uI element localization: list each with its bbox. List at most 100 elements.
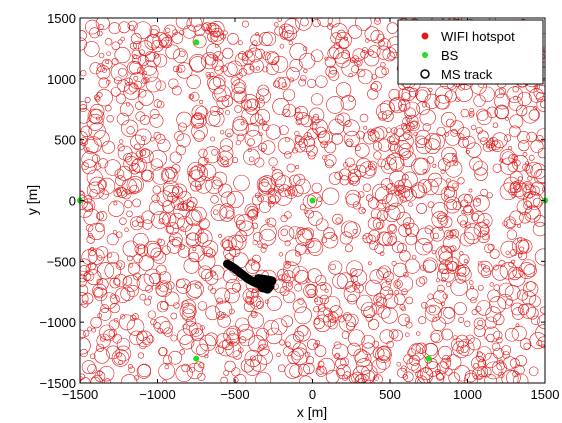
wifi-hotspot-marker — [258, 175, 276, 193]
wifi-hotspot-marker — [333, 353, 340, 359]
wifi-hotspot-marker — [149, 200, 165, 216]
wifi-hotspot-marker — [204, 332, 219, 347]
wifi-hotspot-marker — [328, 118, 345, 135]
wifi-hotspot-marker — [471, 212, 480, 221]
wifi-hotspot-marker — [493, 284, 501, 291]
wifi-hotspot-marker — [346, 321, 355, 331]
wifi-hotspot-marker — [516, 199, 533, 215]
wifi-hotspot-marker — [519, 211, 531, 224]
wifi-hotspot-marker — [206, 74, 212, 80]
wifi-hotspot-marker — [193, 130, 205, 142]
wifi-hotspot-marker — [194, 329, 200, 334]
wifi-hotspot-marker — [96, 116, 100, 121]
wifi-hotspot-marker — [126, 176, 144, 194]
wifi-hotspot-marker — [389, 143, 400, 154]
wifi-hotspot-marker — [372, 374, 383, 383]
wifi-hotspot-marker — [257, 343, 270, 356]
wifi-hotspot-marker — [411, 363, 422, 373]
wifi-hotspot-marker — [340, 220, 358, 238]
wifi-hotspot-marker — [188, 53, 207, 72]
wifi-hotspot-marker — [324, 56, 336, 68]
wifi-hotspot-marker — [477, 284, 484, 291]
wifi-hotspot-marker — [380, 61, 386, 68]
wifi-hotspot-marker — [265, 124, 281, 140]
wifi-hotspot-marker — [502, 351, 510, 359]
wifi-hotspot-marker — [255, 32, 259, 37]
wifi-hotspot-marker — [477, 130, 489, 142]
wifi-hotspot-marker — [382, 47, 397, 62]
wifi-hotspot-marker — [335, 217, 342, 224]
wifi-hotspot-marker — [361, 334, 375, 349]
wifi-hotspot-marker — [282, 279, 294, 291]
wifi-hotspot-marker — [526, 131, 537, 143]
wifi-hotspot-marker — [428, 305, 436, 314]
wifi-hotspot-marker — [396, 243, 408, 254]
wifi-hotspot-marker — [230, 76, 240, 86]
wifi-hotspot-marker — [222, 30, 228, 36]
wifi-hotspot-marker — [204, 157, 210, 163]
wifi-hotspot-marker — [516, 289, 529, 301]
wifi-hotspot-marker — [157, 138, 171, 152]
wifi-hotspot-marker — [147, 310, 157, 319]
wifi-hotspot-marker — [247, 47, 262, 63]
wifi-hotspot-marker — [315, 282, 333, 300]
wifi-hotspot-marker — [210, 195, 219, 204]
wifi-hotspot-marker — [88, 248, 105, 265]
wifi-hotspot-marker — [443, 194, 449, 200]
wifi-hotspot-marker — [469, 157, 483, 171]
wifi-hotspot-marker — [164, 364, 170, 370]
wifi-hotspot-marker — [251, 195, 263, 206]
wifi-hotspot-marker — [436, 212, 447, 223]
wifi-hotspot-marker — [222, 160, 229, 167]
wifi-hotspot-marker — [324, 141, 337, 154]
wifi-hotspot-marker — [165, 225, 174, 234]
wifi-hotspot-marker — [145, 76, 162, 93]
wifi-hotspot-marker — [153, 53, 168, 68]
wifi-hotspot-marker — [300, 74, 307, 82]
wifi-hotspot-marker — [110, 294, 120, 305]
wifi-hotspot-marker — [280, 31, 289, 40]
wifi-hotspot-marker — [313, 317, 325, 330]
wifi-hotspot-marker — [237, 328, 256, 347]
y-axis-label: y [m] — [24, 185, 40, 215]
wifi-hotspot-marker — [464, 221, 471, 229]
wifi-hotspot-marker — [257, 181, 272, 196]
wifi-hotspot-marker — [195, 106, 209, 120]
wifi-hotspot-marker — [151, 211, 169, 229]
wifi-hotspot-marker — [209, 106, 220, 116]
wifi-hotspot-marker — [207, 31, 219, 43]
wifi-hotspot-marker — [289, 77, 295, 83]
wifi-hotspot-marker — [238, 347, 244, 353]
wifi-hotspot-marker — [95, 343, 105, 352]
wifi-hotspot-marker — [469, 110, 475, 117]
wifi-hotspot-marker — [492, 122, 499, 128]
wifi-hotspot-marker — [123, 155, 139, 172]
wifi-hotspot-marker — [323, 313, 337, 327]
wifi-hotspot-marker — [504, 285, 521, 301]
wifi-hotspot-marker — [248, 156, 255, 162]
wifi-hotspot-marker — [406, 115, 419, 127]
wifi-hotspot-marker — [86, 235, 95, 244]
wifi-hotspot-marker — [508, 125, 521, 138]
wifi-hotspot-marker — [393, 293, 406, 306]
wifi-hotspot-marker — [171, 85, 182, 96]
wifi-hotspot-marker — [524, 161, 530, 166]
wifi-hotspot-marker — [157, 328, 163, 334]
wifi-hotspot-marker — [305, 284, 317, 296]
wifi-hotspot-marker — [274, 26, 284, 36]
wifi-hotspot-marker — [216, 150, 234, 168]
wifi-hotspot-marker — [255, 371, 272, 383]
wifi-hotspot-marker — [350, 275, 359, 283]
wifi-hotspot-marker — [508, 96, 524, 111]
wifi-hotspot-marker — [323, 308, 333, 317]
wifi-hotspot-marker — [422, 179, 439, 196]
wifi-hotspot-marker — [193, 361, 205, 372]
wifi-hotspot-marker — [520, 259, 537, 275]
wifi-hotspot-marker — [396, 361, 402, 367]
wifi-hotspot-marker — [195, 176, 213, 194]
wifi-hotspot-marker — [116, 186, 127, 197]
wifi-hotspot-marker — [494, 104, 510, 120]
wifi-hotspot-marker — [163, 24, 177, 38]
wifi-hotspot-marker — [314, 345, 327, 357]
wifi-hotspot-marker — [372, 340, 380, 348]
